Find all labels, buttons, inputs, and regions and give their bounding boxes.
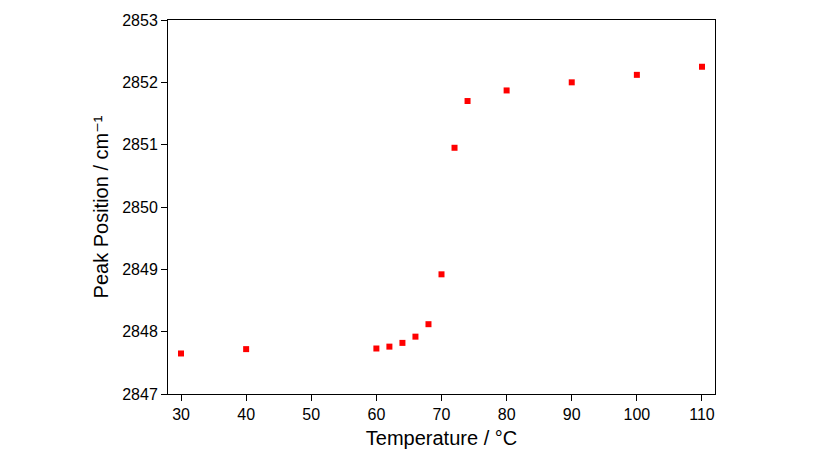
svg-text:2852: 2852 <box>122 74 158 91</box>
svg-text:100: 100 <box>624 406 651 423</box>
svg-text:2847: 2847 <box>122 386 158 403</box>
svg-text:Temperature / °C: Temperature / °C <box>366 427 517 449</box>
svg-text:40: 40 <box>237 406 255 423</box>
svg-text:50: 50 <box>302 406 320 423</box>
svg-text:30: 30 <box>172 406 190 423</box>
svg-text:2850: 2850 <box>122 199 158 216</box>
svg-text:110: 110 <box>689 406 715 423</box>
svg-text:80: 80 <box>498 406 516 423</box>
svg-text:2848: 2848 <box>122 323 158 340</box>
svg-text:2851: 2851 <box>122 136 158 153</box>
svg-text:70: 70 <box>433 406 451 423</box>
svg-text:Peak Position / cm⁻¹: Peak Position / cm⁻¹ <box>90 115 112 298</box>
svg-text:2853: 2853 <box>122 12 158 29</box>
svg-text:2849: 2849 <box>122 261 158 278</box>
svg-text:90: 90 <box>563 406 581 423</box>
svg-text:60: 60 <box>367 406 385 423</box>
